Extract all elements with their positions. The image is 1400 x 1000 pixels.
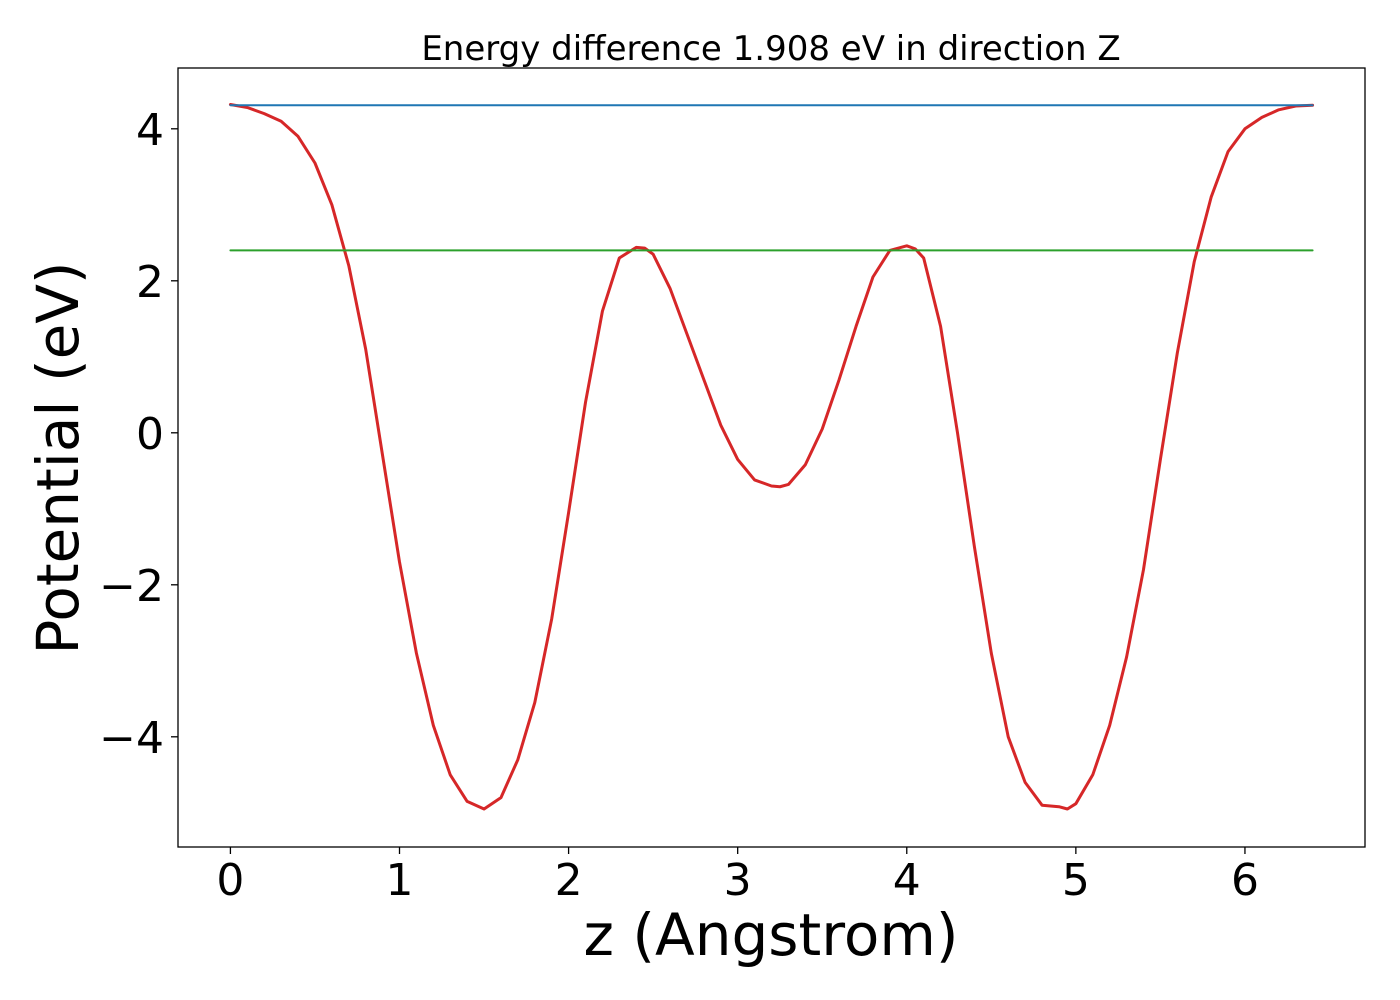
plot-frame	[177, 67, 1366, 848]
y-axis-ticks: −4 −2 0 2 4	[99, 105, 178, 764]
x-tick-label: 3	[724, 855, 752, 906]
x-tick-label: 1	[386, 855, 414, 906]
x-tick-label: 2	[555, 855, 583, 906]
y-tick-label: −2	[99, 561, 164, 612]
x-tick-label: 0	[216, 855, 244, 906]
x-tick-label: 4	[893, 855, 921, 906]
y-tick-label: 2	[136, 257, 164, 308]
series-layer	[228, 102, 1315, 811]
potential-curve-line	[228, 102, 1315, 811]
x-axis-title: z (Angstrom)	[584, 901, 959, 969]
y-tick-label: 0	[136, 409, 164, 460]
y-axis-title: Potential (eV)	[24, 261, 92, 654]
x-axis-ticks: 0 1 2 3 4 5 6	[216, 847, 1259, 906]
y-tick-label: −4	[99, 713, 164, 764]
x-tick-label: 5	[1062, 855, 1090, 906]
y-tick-label: 4	[136, 105, 164, 156]
x-tick-label: 6	[1231, 855, 1259, 906]
chart-title: Energy difference 1.908 eV in direction …	[421, 29, 1120, 69]
